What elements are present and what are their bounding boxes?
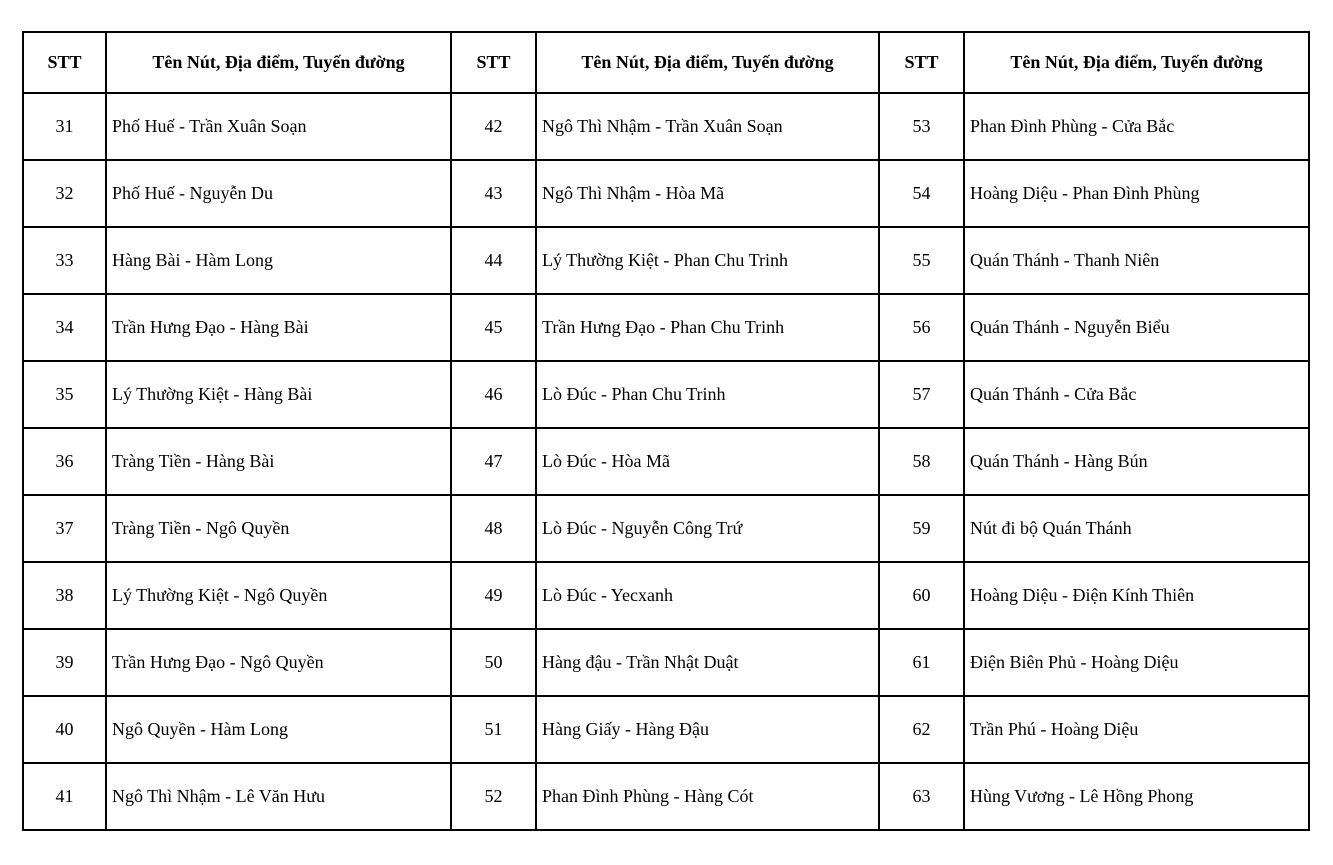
table-header: STT Tên Nút, Địa điểm, Tuyến đường STT T… — [22, 31, 1310, 94]
header-name-col3: Tên Nút, Địa điểm, Tuyến đường — [963, 31, 1310, 94]
node-name-cell: Lý Thường Kiệt - Hàng Bài — [105, 360, 452, 429]
node-name-cell: Ngô Thì Nhậm - Hòa Mã — [535, 159, 880, 228]
stt-cell: 52 — [450, 762, 537, 831]
table-row: 38 Lý Thường Kiệt - Ngô Quyền 49 Lò Đúc … — [22, 561, 1310, 630]
node-name-cell: Hoàng Diệu - Phan Đình Phùng — [963, 159, 1310, 228]
node-name-cell: Hàng Giấy - Hàng Đậu — [535, 695, 880, 764]
stt-cell: 54 — [878, 159, 965, 228]
table-row: 33 Hàng Bài - Hàm Long 44 Lý Thường Kiệt… — [22, 226, 1310, 295]
stt-cell: 43 — [450, 159, 537, 228]
table-row: 41 Ngô Thì Nhậm - Lê Văn Hưu 52 Phan Đìn… — [22, 762, 1310, 831]
stt-cell: 41 — [22, 762, 107, 831]
node-name-cell: Trần Hưng Đạo - Phan Chu Trinh — [535, 293, 880, 362]
node-name-cell: Quán Thánh - Nguyễn Biểu — [963, 293, 1310, 362]
stt-cell: 47 — [450, 427, 537, 496]
node-name-cell: Phan Đình Phùng - Cửa Bắc — [963, 92, 1310, 161]
node-name-cell: Tràng Tiền - Ngô Quyền — [105, 494, 452, 563]
table-row: 40 Ngô Quyền - Hàm Long 51 Hàng Giấy - H… — [22, 695, 1310, 764]
table-row: 39 Trần Hưng Đạo - Ngô Quyền 50 Hàng đậu… — [22, 628, 1310, 697]
stt-cell: 36 — [22, 427, 107, 496]
stt-cell: 58 — [878, 427, 965, 496]
node-name-cell: Lò Đúc - Hòa Mã — [535, 427, 880, 496]
stt-cell: 39 — [22, 628, 107, 697]
table-row: 35 Lý Thường Kiệt - Hàng Bài 46 Lò Đúc -… — [22, 360, 1310, 429]
stt-cell: 32 — [22, 159, 107, 228]
node-name-cell: Hàng đậu - Trần Nhật Duật — [535, 628, 880, 697]
node-name-cell: Ngô Quyền - Hàm Long — [105, 695, 452, 764]
node-name-cell: Trần Hưng Đạo - Ngô Quyền — [105, 628, 452, 697]
stt-cell: 46 — [450, 360, 537, 429]
node-name-cell: Lò Đúc - Nguyễn Công Trứ — [535, 494, 880, 563]
header-stt-col1: STT — [22, 31, 107, 94]
stt-cell: 56 — [878, 293, 965, 362]
table-row: 36 Tràng Tiền - Hàng Bài 47 Lò Đúc - Hòa… — [22, 427, 1310, 496]
header-stt-col2: STT — [450, 31, 537, 94]
node-name-cell: Tràng Tiền - Hàng Bài — [105, 427, 452, 496]
node-name-cell: Lò Đúc - Phan Chu Trinh — [535, 360, 880, 429]
node-name-cell: Quán Thánh - Cửa Bắc — [963, 360, 1310, 429]
stt-cell: 34 — [22, 293, 107, 362]
node-name-cell: Hoàng Diệu - Điện Kính Thiên — [963, 561, 1310, 630]
node-name-cell: Trần Hưng Đạo - Hàng Bài — [105, 293, 452, 362]
table-body: 31 Phố Huế - Trần Xuân Soạn 42 Ngô Thì N… — [22, 92, 1310, 831]
stt-cell: 49 — [450, 561, 537, 630]
header-name-col2: Tên Nút, Địa điểm, Tuyến đường — [535, 31, 880, 94]
node-name-cell: Phố Huế - Nguyễn Du — [105, 159, 452, 228]
header-name-col1: Tên Nút, Địa điểm, Tuyến đường — [105, 31, 452, 94]
node-name-cell: Lý Thường Kiệt - Ngô Quyền — [105, 561, 452, 630]
stt-cell: 44 — [450, 226, 537, 295]
stt-cell: 31 — [22, 92, 107, 161]
node-name-cell: Hàng Bài - Hàm Long — [105, 226, 452, 295]
node-name-cell: Trần Phú - Hoàng Diệu — [963, 695, 1310, 764]
node-name-cell: Phan Đình Phùng - Hàng Cót — [535, 762, 880, 831]
node-name-cell: Hùng Vương - Lê Hồng Phong — [963, 762, 1310, 831]
stt-cell: 42 — [450, 92, 537, 161]
stt-cell: 63 — [878, 762, 965, 831]
header-stt-col3: STT — [878, 31, 965, 94]
node-name-cell: Ngô Thì Nhậm - Lê Văn Hưu — [105, 762, 452, 831]
stt-cell: 60 — [878, 561, 965, 630]
node-name-cell: Điện Biên Phủ - Hoàng Diệu — [963, 628, 1310, 697]
node-name-cell: Ngô Thì Nhậm - Trần Xuân Soạn — [535, 92, 880, 161]
stt-cell: 45 — [450, 293, 537, 362]
stt-cell: 59 — [878, 494, 965, 563]
stt-cell: 48 — [450, 494, 537, 563]
stt-cell: 51 — [450, 695, 537, 764]
node-name-cell: Lý Thường Kiệt - Phan Chu Trinh — [535, 226, 880, 295]
stt-cell: 55 — [878, 226, 965, 295]
node-name-cell: Nút đi bộ Quán Thánh — [963, 494, 1310, 563]
node-name-cell: Quán Thánh - Hàng Bún — [963, 427, 1310, 496]
table-row: 37 Tràng Tiền - Ngô Quyền 48 Lò Đúc - Ng… — [22, 494, 1310, 563]
node-name-cell: Phố Huế - Trần Xuân Soạn — [105, 92, 452, 161]
intersection-node-table: STT Tên Nút, Địa điểm, Tuyến đường STT T… — [22, 31, 1310, 831]
stt-cell: 38 — [22, 561, 107, 630]
table-row: 31 Phố Huế - Trần Xuân Soạn 42 Ngô Thì N… — [22, 92, 1310, 161]
stt-cell: 50 — [450, 628, 537, 697]
table-header-row: STT Tên Nút, Địa điểm, Tuyến đường STT T… — [22, 31, 1310, 94]
stt-cell: 61 — [878, 628, 965, 697]
stt-cell: 40 — [22, 695, 107, 764]
stt-cell: 37 — [22, 494, 107, 563]
stt-cell: 57 — [878, 360, 965, 429]
table-row: 32 Phố Huế - Nguyễn Du 43 Ngô Thì Nhậm -… — [22, 159, 1310, 228]
table-row: 34 Trần Hưng Đạo - Hàng Bài 45 Trần Hưng… — [22, 293, 1310, 362]
stt-cell: 33 — [22, 226, 107, 295]
node-name-cell: Quán Thánh - Thanh Niên — [963, 226, 1310, 295]
node-name-cell: Lò Đúc - Yecxanh — [535, 561, 880, 630]
stt-cell: 53 — [878, 92, 965, 161]
stt-cell: 35 — [22, 360, 107, 429]
stt-cell: 62 — [878, 695, 965, 764]
